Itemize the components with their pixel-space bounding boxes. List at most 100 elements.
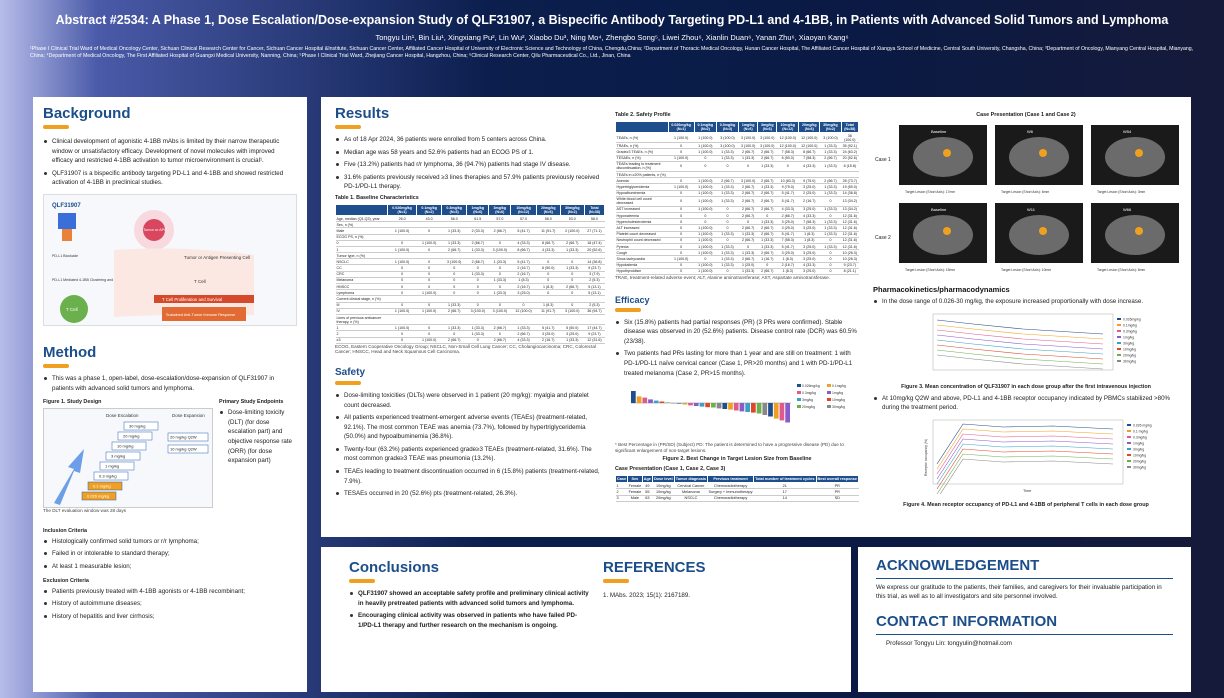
pk-line bbox=[936, 324, 1104, 339]
waterfall-bar bbox=[699, 403, 705, 407]
table-cell: 0 bbox=[668, 212, 695, 220]
pk-line bbox=[936, 334, 1104, 349]
table-cell: 0 bbox=[416, 324, 442, 332]
table-cell: 1 (100.0) bbox=[416, 337, 442, 344]
table-cell: 1 (33.3) bbox=[819, 224, 842, 232]
legend-label: 20mg/kg bbox=[1133, 459, 1146, 463]
table-cell: 0 bbox=[488, 240, 511, 247]
table-cell: White blood cell count decreased bbox=[615, 196, 669, 207]
pk-title: Pharmacokinetics/pharmacodynamics bbox=[873, 285, 1010, 294]
list-item: QLF31907 showed an acceptable safety pro… bbox=[349, 589, 589, 608]
table-cell: 0 bbox=[668, 262, 695, 269]
column-header: Previous treatment bbox=[707, 475, 755, 484]
timepoint-label: W54 bbox=[1123, 129, 1132, 134]
table-cell: 2 (66.7) bbox=[560, 283, 585, 291]
table-cell: 3 (100.0) bbox=[466, 308, 489, 315]
list-item: 31.6% patients previously received ≥3 li… bbox=[335, 173, 605, 192]
table-cell: 1 (100.0) bbox=[387, 308, 417, 315]
waterfall-bar bbox=[785, 403, 790, 423]
table-cell: 1 (8.3) bbox=[776, 268, 799, 275]
table-cell: 1 (33.3) bbox=[757, 243, 777, 251]
column-header: 0.3mg/kg (N=3) bbox=[715, 121, 740, 133]
legend-swatch bbox=[827, 391, 831, 395]
table-cell: 0 bbox=[716, 224, 739, 232]
table-cell: 2 (66.7) bbox=[738, 224, 758, 232]
table-cell: Hypertriglyceridemia bbox=[615, 183, 669, 191]
table-cell: 26.0 bbox=[387, 215, 417, 223]
table-cell: 2 (66.7) bbox=[738, 206, 758, 214]
table-cell: 2 bbox=[335, 330, 388, 338]
dose-step-label: 1 mg/kg bbox=[105, 464, 119, 469]
table-cell: Hypothyroidism bbox=[615, 268, 669, 275]
table-cell: 7 (58.3) bbox=[776, 148, 799, 156]
table-cell: Chemoradiotherapy bbox=[707, 495, 754, 502]
table-cell: 2 (16.7) bbox=[510, 271, 537, 278]
lesion-marker bbox=[943, 227, 951, 235]
table-row: TEAEs in ≥20% patients, n (%) bbox=[615, 171, 859, 179]
column-header: 0.1mg/kg (N=2) bbox=[416, 203, 443, 216]
list-item: History of autoimmune diseases; bbox=[43, 599, 297, 609]
dose-step bbox=[117, 431, 153, 441]
table-cell: 12 (31.6) bbox=[841, 212, 859, 220]
waterfall-bar bbox=[631, 391, 636, 404]
table-cell: Chemoradiotherapy bbox=[707, 482, 754, 490]
conclusions-bullets: QLF31907 showed an acceptable safety pro… bbox=[349, 589, 589, 630]
table-row: Current clinical stage, n (%) bbox=[335, 295, 605, 303]
safety-bullets: Dose-limiting toxicities (DLTs) were obs… bbox=[335, 391, 605, 499]
table-cell: 0 bbox=[536, 289, 561, 297]
table-cell: 0 bbox=[716, 268, 739, 275]
waterfall-bar bbox=[682, 403, 688, 405]
table-cell: 0 bbox=[536, 258, 561, 266]
references-col: REFERENCES 1. MAbs. 2023; 15(1): 2167189… bbox=[603, 559, 843, 600]
ro-line bbox=[936, 458, 1114, 499]
table-cell: Hypercholesterolemia bbox=[615, 218, 669, 226]
table-cell: Lymphoma bbox=[335, 289, 388, 297]
expansion-label: 10 mg/kg Q2W bbox=[170, 447, 197, 452]
table-cell: 0 bbox=[738, 243, 758, 251]
table-cell bbox=[466, 221, 489, 229]
table-cell: 1 (100.0) bbox=[387, 258, 417, 266]
table-cell: Hypoalbuminemia bbox=[615, 190, 669, 197]
table-cell bbox=[387, 295, 417, 303]
dose-step-label: 0.3 mg/kg bbox=[99, 474, 117, 479]
table-cell bbox=[716, 171, 739, 179]
plot-area bbox=[932, 313, 1114, 370]
table-row: Tumor type, n (%) bbox=[335, 252, 605, 260]
column-header: 3mg/kg (N=6) bbox=[488, 203, 512, 216]
table-cell: TRAEs, n (%) bbox=[615, 142, 669, 150]
safety-title: Safety bbox=[335, 366, 366, 378]
table-cell: 2 (66.7) bbox=[738, 183, 758, 191]
poster-title: Abstract #2534: A Phase 1, Dose Escalati… bbox=[55, 13, 1169, 27]
table-cell bbox=[441, 221, 467, 229]
table-cell: 1 (100.0) bbox=[694, 206, 717, 214]
table-cell: 1 (8.3) bbox=[536, 302, 561, 309]
table-cell: 1 (8.3) bbox=[798, 237, 820, 245]
dose-step-label: 0.1 mg/kg bbox=[93, 484, 111, 489]
table-cell: 3 (100.0) bbox=[757, 142, 777, 150]
table-cell bbox=[510, 252, 537, 260]
table-cell: 0 bbox=[757, 262, 777, 269]
table-cell bbox=[510, 234, 537, 241]
table-cell: 14 bbox=[753, 495, 816, 502]
waterfall-bar bbox=[745, 403, 750, 413]
table-cell: 3 (100.0) bbox=[488, 308, 511, 315]
table-cell: 1 (33.3) bbox=[488, 289, 511, 297]
table-cell: 1 (100.0) bbox=[694, 190, 717, 197]
table-header-row: Case Sex Age Dose level Tumor diagnosis Previ… bbox=[614, 475, 859, 484]
table-cell: 7 (58.3) bbox=[776, 237, 799, 245]
table-cell: Sinus tachycardia bbox=[615, 255, 669, 263]
table-cell: 38 (100.0) bbox=[841, 132, 859, 144]
column-header: 3mg/kg (N=6) bbox=[757, 121, 778, 133]
ro-line bbox=[936, 433, 1114, 474]
table-cell: 2 (66.7) bbox=[738, 148, 758, 156]
table-cell: 20 (52.6) bbox=[841, 155, 859, 162]
table-cell: 12 (31.6) bbox=[841, 218, 859, 226]
table-cell: 1 bbox=[615, 482, 628, 490]
table-cell: 21 bbox=[753, 482, 816, 490]
table-cell: 0 bbox=[668, 161, 695, 172]
ct-scans: Case 1 Case 2 Baseline Target Lesion (Short… bbox=[873, 121, 1179, 281]
pk-bullets-2: At 10mg/kg Q2W and above, PD-L1 and 4-1B… bbox=[873, 394, 1179, 413]
table-cell: 1 (8.3) bbox=[776, 255, 799, 263]
table-cell bbox=[668, 171, 695, 179]
legend-swatch bbox=[1117, 323, 1121, 326]
